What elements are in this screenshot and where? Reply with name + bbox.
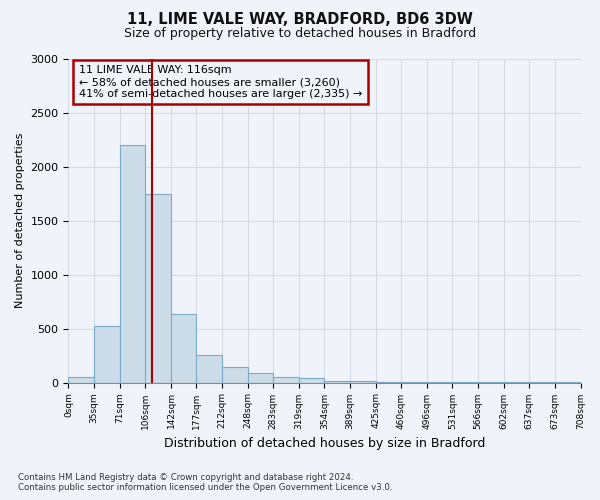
Bar xyxy=(171,314,196,382)
Text: 11 LIME VALE WAY: 116sqm
← 58% of detached houses are smaller (3,260)
41% of sem: 11 LIME VALE WAY: 116sqm ← 58% of detach… xyxy=(79,66,362,98)
Y-axis label: Number of detached properties: Number of detached properties xyxy=(15,133,25,308)
X-axis label: Distribution of detached houses by size in Bradford: Distribution of detached houses by size … xyxy=(164,437,485,450)
Bar xyxy=(325,381,350,382)
Text: Contains HM Land Registry data © Crown copyright and database right 2024.
Contai: Contains HM Land Registry data © Crown c… xyxy=(18,473,392,492)
Text: 11, LIME VALE WAY, BRADFORD, BD6 3DW: 11, LIME VALE WAY, BRADFORD, BD6 3DW xyxy=(127,12,473,28)
Text: Size of property relative to detached houses in Bradford: Size of property relative to detached ho… xyxy=(124,28,476,40)
Bar xyxy=(196,354,222,382)
Bar xyxy=(273,376,299,382)
Bar xyxy=(222,368,248,382)
Bar xyxy=(94,326,120,382)
Bar xyxy=(145,194,171,382)
Bar xyxy=(68,377,94,382)
Bar xyxy=(120,146,145,382)
Bar xyxy=(299,378,325,382)
Bar xyxy=(248,373,273,382)
